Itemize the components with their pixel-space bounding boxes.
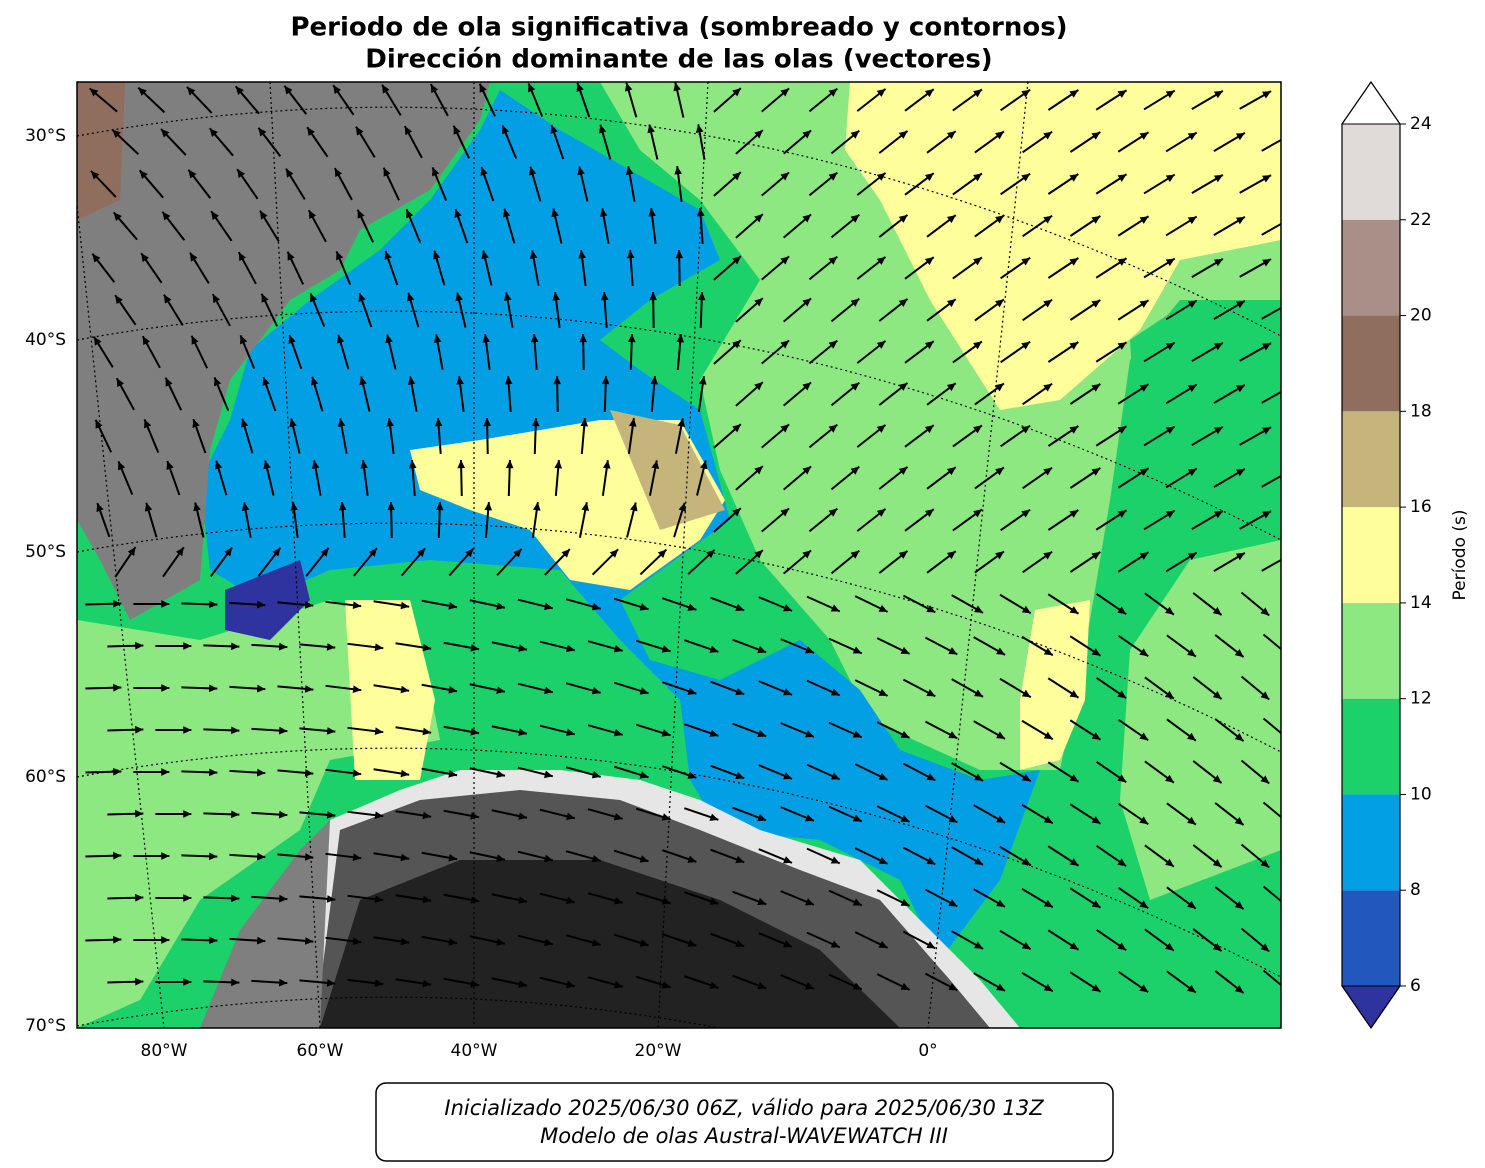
colorbar: 6 8 10 12 14 16 18 20 22 24 Período (s): [1342, 82, 1470, 1028]
vector-head: [1284, 385, 1293, 392]
map-area: [64, 82, 1293, 1164]
vector-head: [1283, 733, 1292, 741]
lon-label: 40°W: [451, 1041, 498, 1061]
lat-label: 40°S: [25, 330, 66, 350]
ocean-18-20: [77, 82, 125, 220]
lat-label: 50°S: [25, 542, 66, 562]
title-line: Periodo de ola significativa (sombreado …: [290, 13, 1067, 43]
colorbar-bin: [1342, 220, 1400, 316]
vector-head: [1284, 469, 1293, 476]
vector-head: [1283, 817, 1292, 825]
vector-head: [1284, 553, 1293, 560]
colorbar-tick-label: 24: [1410, 114, 1432, 134]
colorbar-tick-label: 8: [1410, 880, 1421, 900]
colorbar-bin: [1342, 699, 1400, 795]
footer-line: Modelo de olas Austral-WAVEWATCH III: [540, 1124, 948, 1148]
colorbar-bin: [1342, 411, 1400, 507]
lat-label: 70°S: [25, 1016, 66, 1036]
colorbar-bin: [1342, 603, 1400, 699]
colorbar-bin: [1342, 316, 1400, 412]
colorbar-bin: [1342, 507, 1400, 603]
vector-head: [1283, 649, 1292, 657]
colorbar-tick-label: 6: [1410, 976, 1421, 996]
lat-label: 30°S: [25, 126, 66, 146]
vector-head: [1284, 301, 1293, 308]
colorbar-tick-label: 22: [1410, 210, 1432, 230]
lon-label: 20°W: [635, 1041, 682, 1061]
colorbar-over: [1342, 82, 1400, 124]
lat-label: 60°S: [25, 767, 66, 787]
colorbar-bin: [1342, 124, 1400, 220]
colorbar-tick-label: 10: [1410, 784, 1432, 804]
lon-label: 60°W: [297, 1041, 344, 1061]
colorbar-tick-label: 18: [1410, 401, 1432, 421]
footer-line: Inicializado 2025/06/30 06Z, válido para…: [444, 1096, 1044, 1120]
colorbar-tick-label: 20: [1410, 306, 1432, 326]
colorbar-label: Período (s): [1450, 510, 1470, 601]
vector-head: [1283, 901, 1292, 909]
title-line: Dirección dominante de las olas (vectore…: [365, 45, 992, 75]
colorbar-bin: [1342, 890, 1400, 986]
lon-label: 80°W: [141, 1041, 188, 1061]
colorbar-bin: [1342, 794, 1400, 890]
colorbar-tick-label: 14: [1410, 593, 1432, 613]
vector-head: [1284, 217, 1293, 224]
colorbar-under: [1342, 986, 1400, 1028]
vector-head: [1283, 985, 1292, 993]
colorbar-tick-label: 16: [1410, 497, 1432, 517]
footer-box: [376, 1083, 1113, 1161]
lon-label: 0°: [918, 1041, 937, 1061]
colorbar-tick-label: 12: [1410, 689, 1432, 709]
vector-head: [1284, 133, 1293, 140]
